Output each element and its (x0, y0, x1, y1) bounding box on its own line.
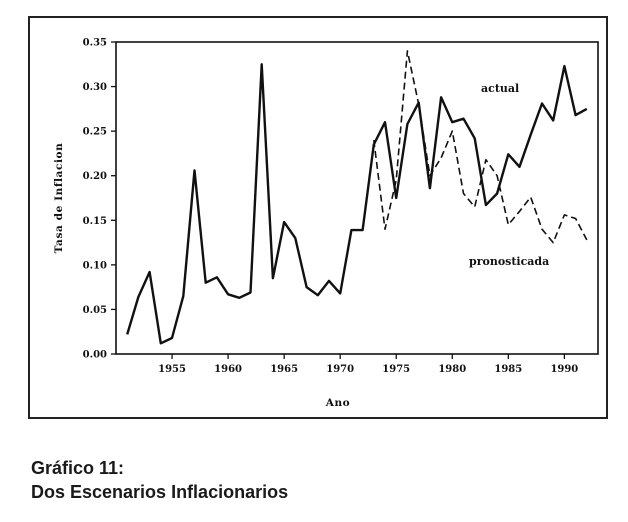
series-line-actual (126, 63, 588, 345)
x-tick-label: 1990 (550, 364, 578, 375)
caption-title: Dos Escenarios Inflacionarios (31, 482, 289, 502)
x-tick-label: 1955 (158, 364, 186, 375)
plot-area: 0.00 0.05 0.10 0.15 0.20 0.25 0.30 0.35 1955 1960… (83, 38, 599, 375)
y-tick-label: 0.05 (83, 305, 107, 316)
annotation-pronosticada: pronosticada (469, 255, 549, 268)
annotation-actual: actual (481, 82, 519, 95)
y-tick-label: 0.10 (83, 260, 107, 271)
y-tick-label: 0.20 (83, 171, 107, 182)
plot-frame (115, 41, 599, 355)
x-tick-label: 1970 (326, 364, 354, 375)
x-tick-label: 1960 (214, 364, 242, 375)
figure: 0.00 0.05 0.10 0.15 0.20 0.25 0.30 0.35 1955 1960… (28, 16, 608, 419)
x-tick-label: 1965 (270, 364, 298, 375)
x-axis-title: Ano (325, 397, 351, 409)
outer-frame (28, 16, 608, 419)
y-tick-label: 0.00 (83, 350, 107, 361)
y-tick-label: 0.30 (83, 82, 107, 93)
inflation-chart: 0.00 0.05 0.10 0.15 0.20 0.25 0.30 0.35 1955 1960… (28, 16, 608, 419)
y-axis-title: Tasa de Inflacion (53, 143, 65, 254)
y-tick-label: 0.15 (83, 216, 107, 227)
y-tick-label: 0.35 (83, 38, 107, 49)
caption-number: Gráfico 11: (31, 458, 125, 478)
figure-caption: Gráfico 11: Dos Escenarios Inflacionario… (31, 456, 288, 504)
x-tick-label: 1975 (382, 364, 410, 375)
x-tick-label: 1980 (438, 364, 466, 375)
y-tick-label: 0.25 (83, 127, 107, 138)
series-line-pronosticada (373, 50, 588, 244)
x-tick-label: 1985 (494, 364, 522, 375)
